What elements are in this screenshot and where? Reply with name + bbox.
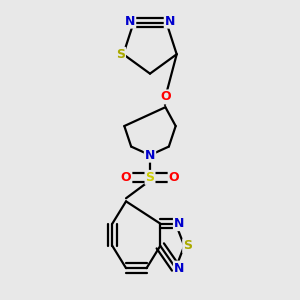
Text: N: N xyxy=(165,15,175,28)
Text: S: S xyxy=(146,171,154,184)
Text: N: N xyxy=(125,15,135,28)
Text: O: O xyxy=(160,90,171,104)
Text: N: N xyxy=(174,217,184,230)
Text: O: O xyxy=(121,171,131,184)
Text: O: O xyxy=(169,171,179,184)
Text: S: S xyxy=(116,48,125,61)
Text: N: N xyxy=(145,148,155,162)
Text: N: N xyxy=(174,262,184,275)
Text: S: S xyxy=(183,239,192,252)
